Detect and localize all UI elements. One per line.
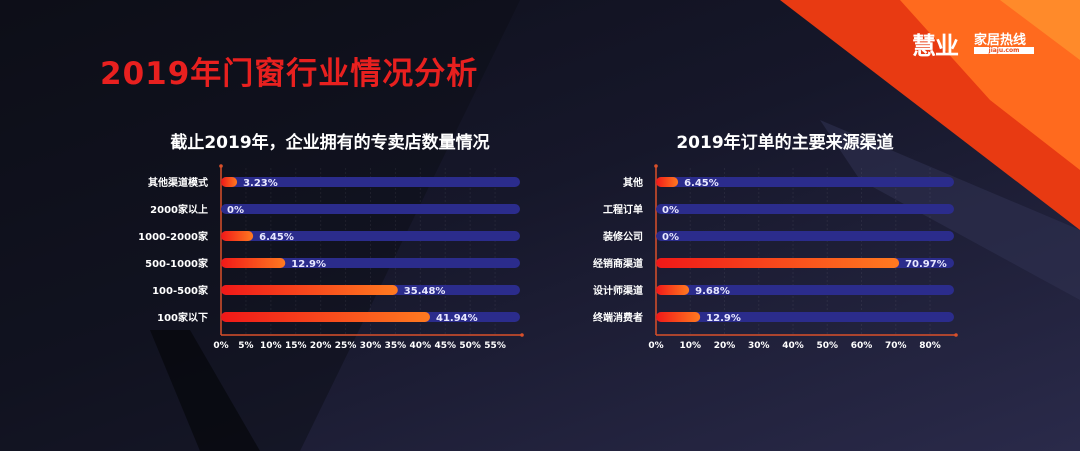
axis-end-dot bbox=[654, 164, 658, 168]
data-label: 6.45% bbox=[684, 178, 719, 189]
data-label: 9.68% bbox=[695, 286, 730, 297]
x-tick-label: 0% bbox=[648, 341, 663, 351]
x-tick-label: 70% bbox=[885, 341, 907, 351]
x-tick-label: 30% bbox=[748, 341, 770, 351]
bar-track bbox=[656, 312, 954, 322]
x-tick-label: 40% bbox=[410, 341, 432, 351]
bar-track bbox=[656, 231, 954, 241]
x-tick-label: 40% bbox=[782, 341, 804, 351]
data-label: 35.48% bbox=[404, 286, 446, 297]
logo-url: jiaju.com bbox=[974, 47, 1034, 54]
category-label: 工程订单 bbox=[603, 203, 643, 216]
data-label: 6.45% bbox=[259, 232, 294, 243]
orange-stripe bbox=[1000, 0, 1080, 60]
category-label: 100家以下 bbox=[157, 311, 208, 324]
chart-title-right: 2019年订单的主要来源渠道 bbox=[676, 133, 894, 153]
category-label: 100-500家 bbox=[152, 284, 209, 297]
x-tick-label: 5% bbox=[238, 341, 253, 351]
bar bbox=[221, 177, 238, 187]
bar-track bbox=[221, 258, 520, 268]
brand-logo: 慧业 家居热线 jiaju.com bbox=[912, 26, 1034, 61]
bar-track bbox=[656, 177, 954, 187]
category-label: 其他 bbox=[623, 176, 643, 189]
x-tick-label: 30% bbox=[360, 341, 382, 351]
x-tick-label: 55% bbox=[484, 341, 506, 351]
x-tick-label: 10% bbox=[679, 341, 701, 351]
x-tick-label: 20% bbox=[714, 341, 736, 351]
x-tick-label: 15% bbox=[285, 341, 307, 351]
page-title: 2019年门窗行业情况分析 bbox=[100, 56, 479, 92]
bar bbox=[656, 285, 690, 295]
axis-end-dot bbox=[219, 164, 223, 168]
x-tick-label: 25% bbox=[335, 341, 357, 351]
chart-title-left: 截止2019年，企业拥有的专卖店数量情况 bbox=[170, 133, 490, 153]
x-tick-label: 35% bbox=[385, 341, 407, 351]
x-tick-label: 20% bbox=[310, 341, 332, 351]
data-label: 12.9% bbox=[706, 313, 741, 324]
bar bbox=[221, 231, 254, 241]
category-label: 1000-2000家 bbox=[138, 230, 209, 243]
data-label: 3.23% bbox=[243, 178, 278, 189]
axis-end-dot bbox=[954, 333, 958, 337]
x-tick-label: 10% bbox=[260, 341, 282, 351]
x-tick-label: 50% bbox=[459, 341, 481, 351]
bar bbox=[656, 177, 679, 187]
logo-tagline: 家居热线 bbox=[974, 33, 1027, 48]
x-tick-label: 45% bbox=[434, 341, 456, 351]
data-label: 12.9% bbox=[291, 259, 326, 270]
bar bbox=[221, 285, 398, 295]
bar-track bbox=[656, 204, 954, 214]
data-label: 0% bbox=[662, 232, 679, 243]
x-tick-label: 60% bbox=[851, 341, 873, 351]
category-label: 其他渠道模式 bbox=[148, 176, 208, 189]
logo-brand: 慧业 bbox=[912, 32, 959, 60]
bar-track bbox=[221, 231, 520, 241]
bar-track bbox=[221, 204, 520, 214]
category-label: 设计师渠道 bbox=[593, 284, 643, 297]
data-label: 0% bbox=[227, 205, 244, 216]
x-tick-label: 80% bbox=[919, 341, 941, 351]
bar-track bbox=[221, 177, 520, 187]
bar bbox=[221, 258, 286, 268]
category-label: 装修公司 bbox=[602, 230, 643, 243]
category-label: 经销商渠道 bbox=[593, 257, 643, 270]
axis-end-dot bbox=[520, 333, 524, 337]
data-label: 70.97% bbox=[905, 259, 947, 270]
bar bbox=[221, 312, 431, 322]
category-label: 500-1000家 bbox=[145, 257, 209, 270]
x-tick-label: 0% bbox=[213, 341, 228, 351]
dark-shape bbox=[150, 330, 260, 451]
bar bbox=[656, 258, 900, 268]
category-label: 2000家以上 bbox=[150, 203, 208, 216]
x-tick-label: 50% bbox=[816, 341, 838, 351]
data-label: 0% bbox=[662, 205, 679, 216]
dark-shape bbox=[0, 0, 520, 451]
category-label: 终端消费者 bbox=[593, 311, 643, 324]
bar bbox=[656, 312, 701, 322]
orange-stripe bbox=[900, 0, 1080, 170]
bar-track bbox=[656, 285, 954, 295]
data-label: 41.94% bbox=[436, 313, 478, 324]
